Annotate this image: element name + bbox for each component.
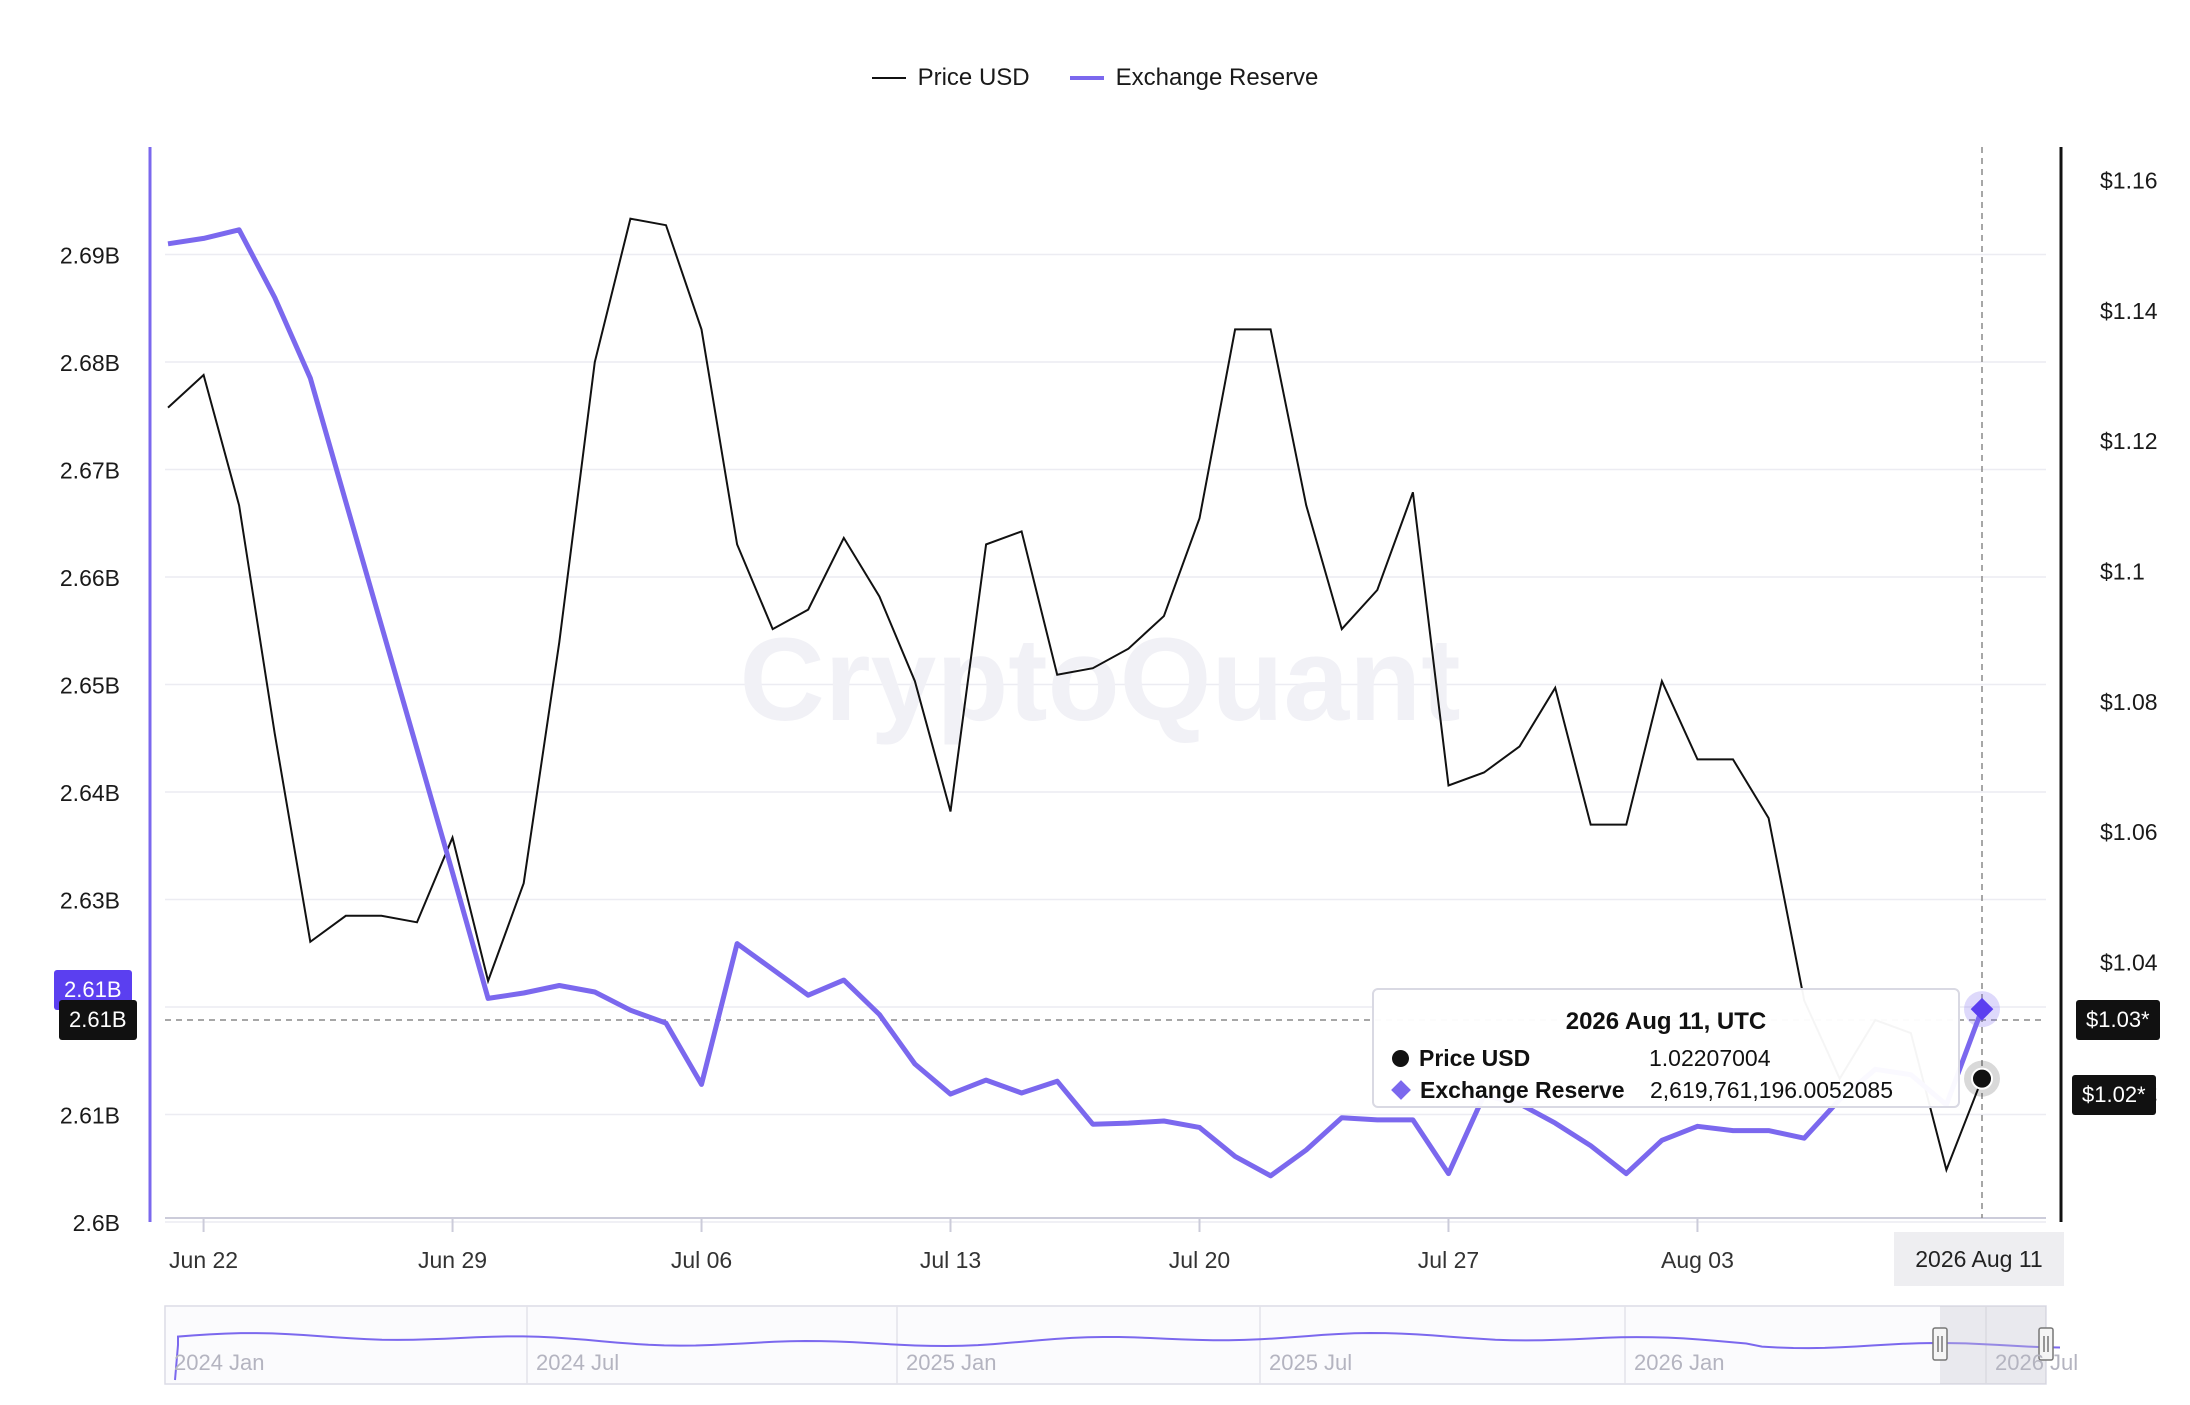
right-axis-badge-bottom: $1.02* (2072, 1075, 2156, 1115)
x-tick-label: Jul 06 (671, 1247, 732, 1273)
navigator-label: 2026 Jul (1995, 1350, 2078, 1375)
legend-label-price: Price USD (917, 64, 1030, 91)
left-tick-label: 2.66B (60, 565, 120, 591)
left-tick-label: 2.69B (60, 243, 120, 269)
navigator-label: 2026 Jan (1634, 1350, 1725, 1375)
price-usd-line (167, 217, 1983, 1174)
x-tick-label: Jul 27 (1418, 1247, 1479, 1273)
hover-markers (1964, 991, 2000, 1097)
tooltip-row-reserve: Exchange Reserve 2,619,761,196.0052085 (1391, 1076, 1944, 1104)
right-tick-label: $1.14 (2100, 298, 2158, 324)
navigator-label: 2024 Jul (536, 1350, 619, 1375)
right-axis-ticks: $1.02$1.04$1.06$1.08$1.1$1.12$1.14$1.16 (2100, 168, 2158, 1106)
left-tick-label: 2.63B (60, 888, 120, 914)
x-tick-label: Jul 20 (1169, 1247, 1230, 1273)
watermark: CryptoQuant (739, 614, 1460, 746)
tooltip-title: 2026 Aug 11, UTC (1565, 1008, 1767, 1035)
legend: Price USD Exchange Reserve (0, 64, 2190, 92)
grid-lines (165, 253, 2046, 1223)
tooltip-reserve-value: 2,619,761,196.0052085 (1650, 1076, 1894, 1103)
tooltip-reserve-name: Exchange Reserve (1420, 1076, 1625, 1103)
right-tick-label: $1.12 (2100, 428, 2158, 454)
x-axis-ticks: Jun 22 Jun 29 Jul 06 Jul 13 Jul 20 Jul 27 Aug … (169, 1218, 1734, 1273)
navigator-label: 2024 Jan (174, 1350, 265, 1375)
tooltip-price-value: 1.02207004 (1649, 1044, 1771, 1071)
navigator-left-handle[interactable] (1932, 1327, 1948, 1361)
navigator-labels: 2024 Jan 2024 Jul 2025 Jan 2025 Jul 2026 Jan… (174, 1350, 2078, 1375)
navigator-label: 2025 Jul (1269, 1350, 1352, 1375)
right-tick-label: $1.1 (2100, 558, 2145, 584)
left-axis-ticks: 2.6B2.61B2.61B2.63B2.64B2.65B2.66B2.67B2… (60, 243, 120, 1237)
left-tick-label: 2.67B (60, 458, 120, 484)
navigator-right-handle[interactable] (2038, 1327, 2054, 1361)
x-tick-label: Aug 03 (1661, 1247, 1734, 1273)
navigator[interactable]: 2024 Jan 2024 Jul 2025 Jan 2025 Jul 2026 Jan… (164, 1305, 2078, 1385)
right-tick-label: $1.08 (2100, 689, 2158, 715)
x-tick-label: Jun 22 (169, 1247, 238, 1273)
legend-label-reserve: Exchange Reserve (1115, 64, 1319, 91)
navigator-label: 2025 Jan (906, 1350, 997, 1375)
exchange-reserve-line (167, 227, 1985, 1179)
price-hover-marker (1971, 1067, 1993, 1090)
legend-item-price[interactable]: Price USD (871, 64, 1030, 92)
navigator-frame (164, 1305, 2047, 1385)
x-tick-label: Jul 13 (920, 1247, 981, 1273)
legend-swatch-price (871, 77, 906, 79)
right-axis-badge-top: $1.03* (2076, 1000, 2160, 1040)
left-tick-label: 2.64B (60, 780, 120, 806)
left-axis-badge-bottom: 2.61B (59, 1000, 137, 1040)
left-tick-label: 2.6B (73, 1210, 120, 1236)
right-tick-label: $1.04 (2100, 949, 2158, 975)
tooltip: 2026 Aug 11, UTC Price USD 1.02207004 Ex… (1372, 988, 1960, 1108)
x-axis-date-badge: 2026 Aug 11 (1894, 1232, 2064, 1286)
reserve-diamond-icon (1391, 1080, 1411, 1100)
price-dot-icon (1392, 1049, 1409, 1067)
tooltip-price-name: Price USD (1419, 1044, 1531, 1071)
reserve-hover-marker (1970, 997, 1994, 1021)
navigator-selection[interactable] (1940, 1306, 2046, 1384)
tooltip-row-price: Price USD 1.02207004 (1392, 1044, 1944, 1072)
x-tick-label: Jun 29 (418, 1247, 487, 1273)
legend-swatch-reserve (1069, 76, 1104, 80)
legend-item-reserve[interactable]: Exchange Reserve (1069, 64, 1319, 92)
left-tick-label: 2.68B (60, 350, 120, 376)
right-tick-label: $1.16 (2100, 168, 2158, 194)
left-tick-label: 2.61B (60, 1103, 120, 1129)
left-tick-label: 2.65B (60, 673, 120, 699)
right-tick-label: $1.06 (2100, 819, 2158, 845)
navigator-reserve-line (174, 1331, 2061, 1381)
